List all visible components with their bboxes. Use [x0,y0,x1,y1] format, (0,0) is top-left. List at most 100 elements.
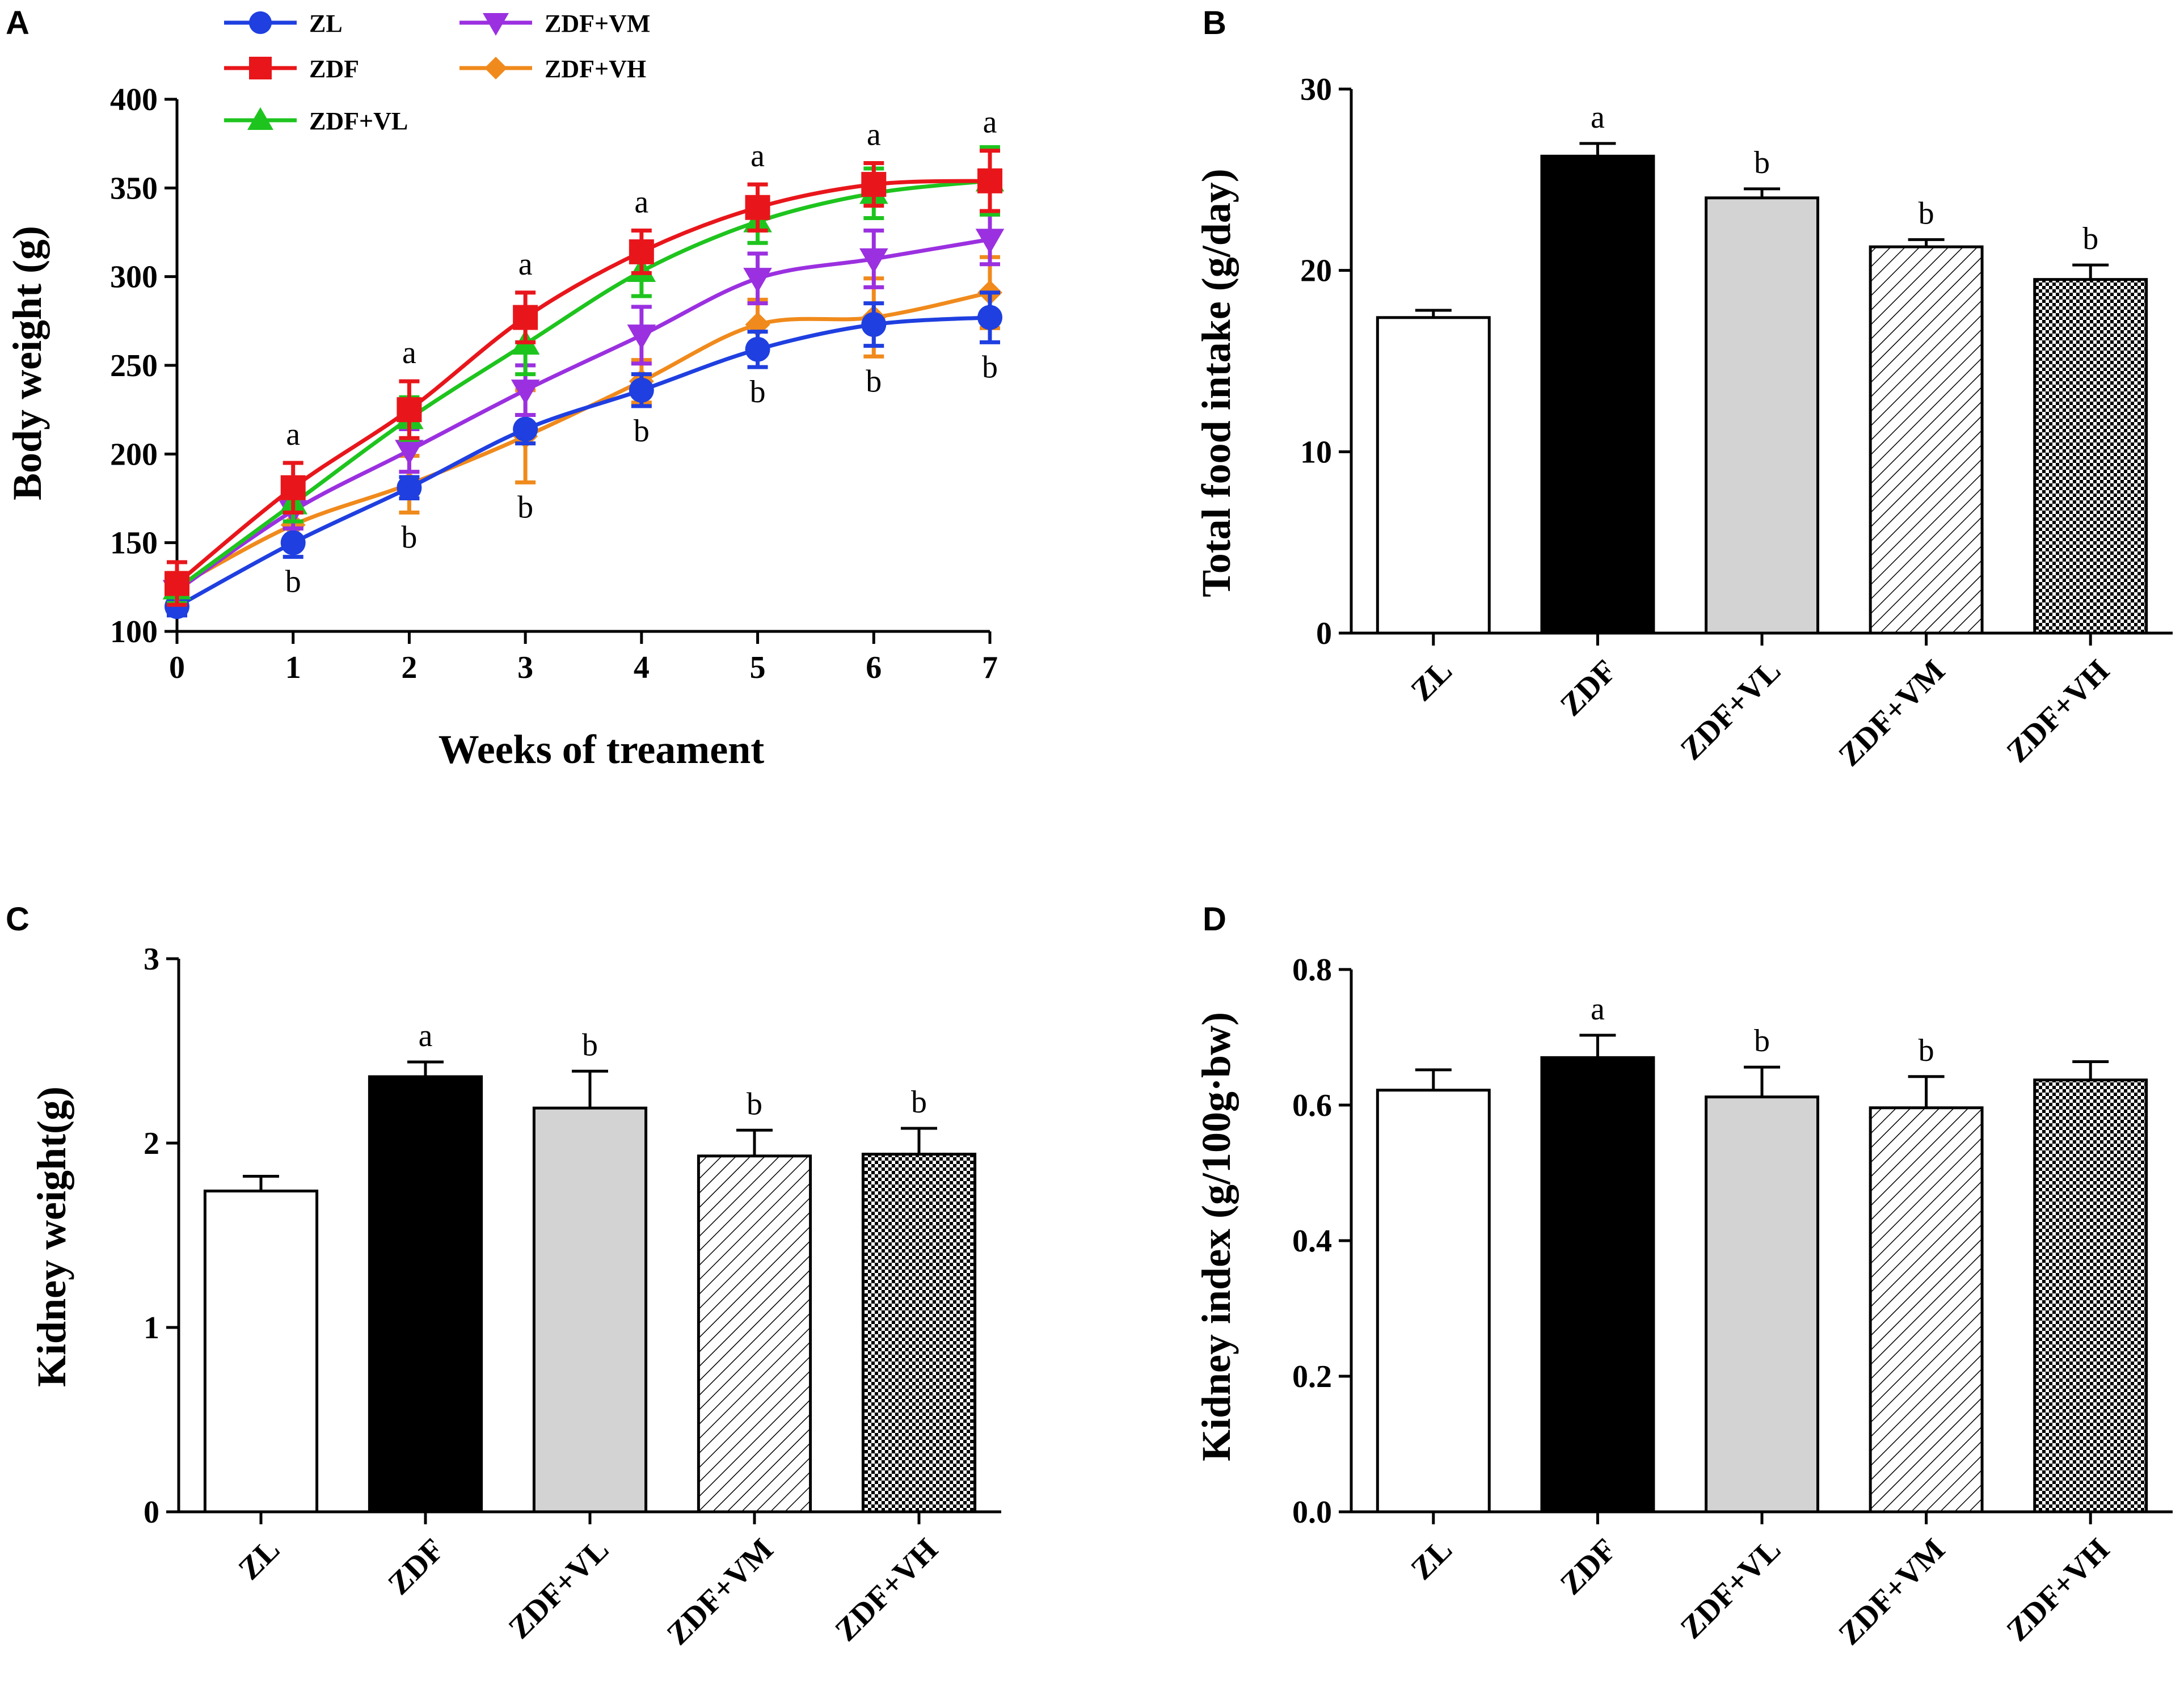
panel-a-data-point [397,397,422,423]
legend-item-zdf: ZDF [224,55,359,83]
panel-a-significance-b: b [634,414,650,449]
panel-b-category-label-zdf-vm: ZDF+VM [1832,653,1952,773]
panel-c-y-tick-label: 3 [144,942,159,977]
panel-c-category-label-zl: ZL [232,1532,287,1587]
panel-a-significance-b: b [750,374,766,410]
panel-c-y-tick-label: 2 [144,1126,159,1161]
panel-a-data-point [629,377,654,403]
panel-a-data-point [513,305,538,330]
panel-d-category-label-zdf-vh: ZDF+VH [2000,1532,2116,1648]
panel-b-bar-zdf-vl [1705,196,1819,635]
panel-a-data-point [743,268,772,293]
panel-b-bar-zdf [1540,154,1655,635]
panel-c-significance-zdf-vm: b [747,1086,762,1122]
panel-d-significance-zdf-vl: b [1754,1023,1770,1059]
panel-d-significance-zdf-vm: b [1919,1033,1934,1068]
panel-b-category-label-zl: ZL [1404,653,1459,708]
panel-d-y-tick-label: 0.8 [1292,952,1332,988]
panel-b-y-tick-label: 20 [1300,254,1332,289]
panel-d-marks: ZL a ZDF b ZDF+VL b ZDF+VM ZDF+VH [1376,992,2148,1652]
panel-b-y-axis-title: Total food intake (g/day) [1194,168,1239,597]
panel-c-y-tick-label: 0 [144,1495,159,1530]
panel-a-significance-b: b [517,490,533,525]
panel-c-significance-zdf-vh: b [911,1085,927,1120]
panel-a-axes: 100 150 200 250 300 350 400 0 1 2 3 4 5 6 7 [110,82,998,685]
panel-d-y-tick-label: 0.0 [1292,1495,1332,1530]
panel-d-y-tick-label: 0.6 [1292,1088,1332,1123]
panel-b-significance-zdf-vm: b [1919,196,1934,231]
panel-a-significance-a: a [751,138,765,174]
panel-a-legend: ZL ZDF ZDF+VL ZDF+VM ZDF+VH [224,10,650,135]
panel-b-food-intake-chart: B 0 10 20 30 ZL a ZDF b ZDF+VL b ZDF+VM b ZDF+VH To… [1194,5,2173,773]
panel-letter-c: C [6,901,29,938]
legend-item-zl: ZL [224,10,343,37]
panel-a-data-point [280,475,306,500]
legend-marker [484,57,507,79]
legend-item-zdf-vl: ZDF+VL [224,107,408,135]
panel-a-x-tick-label: 2 [401,650,417,685]
panel-c-significance-zdf: a [419,1018,433,1053]
panel-b-category-label-zdf-vl: ZDF+VL [1674,653,1788,767]
panel-a-data-point [627,324,656,350]
panel-a-data-point [280,530,306,555]
panel-a-x-tick-label: 5 [750,650,766,685]
panel-letter-a: A [6,5,29,41]
panel-c-category-label-zdf-vm: ZDF+VM [660,1532,781,1652]
panel-d-category-label-zdf: ZDF [1554,1532,1624,1601]
panel-d-category-label-zdf-vl: ZDF+VL [1674,1532,1788,1646]
panel-c-marks: ZL a ZDF b ZDF+VL b ZDF+VM b ZDF+VH [203,1018,977,1652]
panel-a-significance-a: a [983,105,997,140]
panel-a-significance-b: b [866,364,882,399]
panel-d-significance-zdf: a [1591,992,1605,1027]
panel-a-data-point [511,380,540,405]
panel-c-kidney-weight-chart: C 0 1 2 3 ZL a ZDF b ZDF+VL b ZDF+VM b ZDF+VH Kidne… [6,901,1001,1652]
panel-d-bar-zdf [1540,1056,1655,1514]
panel-d-bar-zl [1376,1089,1491,1514]
panel-b-bar-zl [1376,316,1491,635]
panel-a-data-point [859,248,888,273]
panel-a-marks: a a a a a a a b b b b b b b [162,105,1005,619]
panel-a-y-tick-label: 200 [110,437,158,472]
panel-c-bar-zdf-vh [861,1153,977,1514]
panel-a-data-point [395,440,424,465]
panel-b-significance-zdf: a [1591,100,1605,135]
panel-b-y-tick-label: 10 [1300,435,1332,470]
panel-a-y-tick-label: 100 [110,614,158,650]
panel-a-data-point [977,305,1002,330]
legend-item-zdf-vh: ZDF+VH [459,55,646,83]
panel-a-significance-a: a [634,184,648,220]
panel-c-category-label-zdf-vh: ZDF+VH [828,1532,945,1648]
panel-a-data-point [397,475,422,500]
panel-d-bar-zdf-vh [2033,1078,2148,1514]
legend-label: ZDF+VL [309,107,408,135]
panel-a-series-zl [165,290,1002,619]
panel-c-bar-zdf-vm [697,1154,812,1514]
panel-b-category-label-zdf: ZDF [1554,653,1624,723]
panel-d-y-tick-label: 0.4 [1292,1224,1332,1259]
legend-label: ZDF+VM [545,10,650,37]
panel-a-data-point [745,195,770,220]
legend-marker [249,11,272,34]
panel-a-significance-a: a [286,417,300,452]
panel-a-x-tick-label: 0 [169,650,185,685]
legend-label: ZL [309,10,343,37]
panel-a-data-point [977,168,1002,193]
panel-d-category-label-zdf-vm: ZDF+VM [1832,1532,1952,1652]
panel-a-x-tick-label: 7 [982,650,998,685]
legend-label: ZDF+VH [545,55,646,83]
panel-letter-b: B [1203,5,1226,41]
legend-marker [247,107,273,130]
panel-b-bar-zdf-vh [2033,278,2148,635]
panel-a-data-point [975,229,1005,254]
panel-a-x-tick-label: 4 [634,650,650,685]
panel-a-y-tick-label: 300 [110,260,158,295]
panel-c-significance-zdf-vl: b [582,1027,598,1063]
panel-a-y-tick-label: 350 [110,171,158,206]
panel-a-data-point [861,172,887,197]
panel-a-y-tick-label: 150 [110,526,158,561]
panel-a-series-zdf [165,149,1002,607]
panel-b-y-tick-label: 30 [1300,72,1332,107]
panel-a-y-axis-title: Body weight (g) [5,226,50,500]
panel-b-y-tick-label: 0 [1316,616,1332,651]
